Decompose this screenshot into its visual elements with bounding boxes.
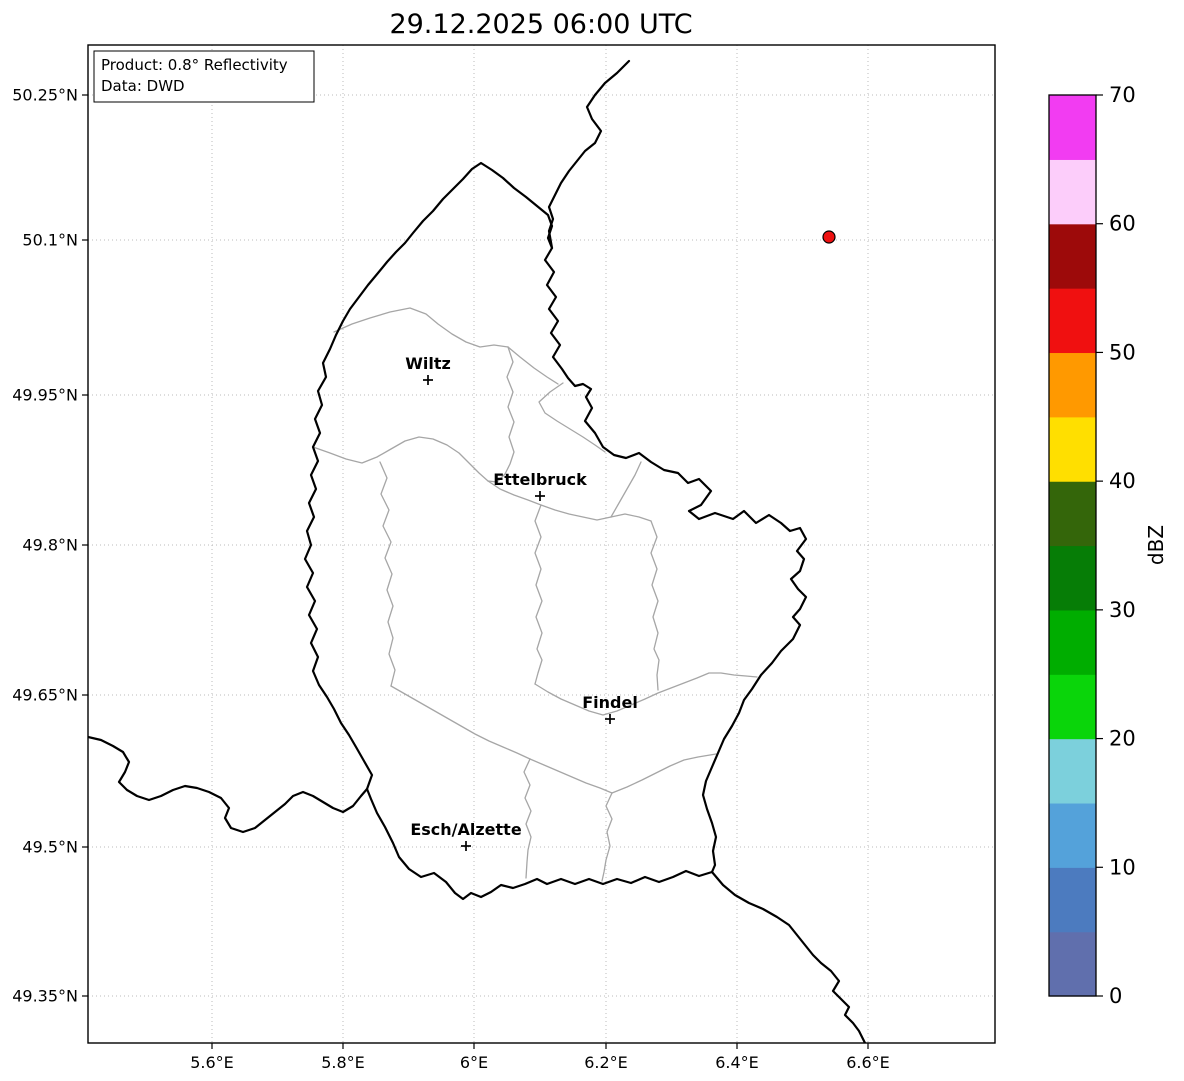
plot-frame bbox=[87, 44, 996, 1044]
district-border bbox=[333, 307, 509, 348]
colorbar-band bbox=[1049, 738, 1096, 804]
info-product-line: Product: 0.8° Reflectivity bbox=[101, 56, 288, 74]
colorbar-tick-label: 50 bbox=[1109, 340, 1136, 364]
y-tick-label: 49.35°N bbox=[12, 987, 78, 1006]
city-label: Esch/Alzette bbox=[410, 820, 522, 839]
colorbar-tick-label: 0 bbox=[1109, 984, 1122, 1008]
city-label: Findel bbox=[582, 693, 638, 712]
axis-layer: 5.6°E 5.8°E 6°E 6.2°E 6.4°E 6.6°E 50.25°N 50.1°… bbox=[12, 86, 890, 1073]
district-border bbox=[610, 461, 642, 518]
district-borders bbox=[312, 307, 758, 882]
country-borders bbox=[88, 59, 867, 1043]
colorbar-band bbox=[1049, 802, 1096, 868]
y-tick-label: 50.1°N bbox=[22, 231, 78, 250]
colorbar-band bbox=[1049, 416, 1096, 482]
y-tick-label: 50.25°N bbox=[12, 86, 78, 105]
district-border bbox=[534, 672, 758, 716]
colorbar-band bbox=[1049, 674, 1096, 740]
colorbar-axis-label: dBZ bbox=[1144, 525, 1168, 565]
district-border bbox=[379, 461, 396, 687]
x-tick-label: 6.2°E bbox=[584, 1053, 628, 1072]
colorbar-band bbox=[1049, 288, 1096, 354]
colorbar-band bbox=[1049, 545, 1096, 611]
colorbar-tick-label: 10 bbox=[1109, 855, 1136, 879]
district-border bbox=[487, 346, 515, 483]
district-border bbox=[611, 753, 717, 794]
colorbar-band bbox=[1049, 95, 1096, 160]
colorbar-band bbox=[1049, 352, 1096, 418]
map-borders bbox=[88, 59, 867, 1043]
colorbar-tick-label: 30 bbox=[1109, 598, 1136, 622]
district-border bbox=[529, 758, 613, 794]
colorbar-band bbox=[1049, 867, 1096, 933]
luxembourg-border bbox=[303, 161, 808, 901]
colorbar-band bbox=[1049, 609, 1096, 675]
colorbar-tick-label: 20 bbox=[1109, 727, 1136, 751]
colorbar-band bbox=[1049, 931, 1096, 997]
colorbar-frame bbox=[1048, 94, 1097, 997]
y-tick-label: 49.5°N bbox=[22, 838, 78, 857]
colorbar-tick-label: 40 bbox=[1109, 469, 1136, 493]
x-tick-label: 5.6°E bbox=[190, 1053, 234, 1072]
x-tick-label: 6.6°E bbox=[846, 1053, 890, 1072]
district-border bbox=[610, 513, 652, 522]
figure-title: 29.12.2025 06:00 UTC bbox=[389, 9, 692, 40]
district-border bbox=[390, 685, 531, 760]
district-border bbox=[487, 480, 612, 521]
grid-layer bbox=[88, 45, 995, 1043]
district-border bbox=[523, 758, 532, 879]
district-border bbox=[534, 504, 543, 685]
colorbar-tick-label: 60 bbox=[1109, 212, 1136, 236]
district-border bbox=[650, 520, 660, 691]
colorbar-band bbox=[1049, 481, 1096, 547]
radar-echo-point bbox=[822, 230, 836, 244]
district-border bbox=[507, 346, 559, 385]
colorbar-band bbox=[1049, 159, 1096, 225]
city-label: Wiltz bbox=[405, 354, 451, 373]
y-tick-label: 49.65°N bbox=[12, 686, 78, 705]
colorbar-tick-label: 70 bbox=[1109, 83, 1136, 107]
x-tick-label: 5.8°E bbox=[321, 1053, 365, 1072]
colorbar-band bbox=[1049, 223, 1096, 289]
colorbar: 0 10 20 30 40 50 60 70 bbox=[1048, 83, 1136, 1008]
y-tick-label: 49.95°N bbox=[12, 386, 78, 405]
info-source-line: Data: DWD bbox=[101, 77, 185, 95]
info-box-frame bbox=[93, 50, 315, 103]
x-tick-label: 6°E bbox=[460, 1053, 488, 1072]
x-tick-label: 6.4°E bbox=[715, 1053, 759, 1072]
info-box: Product: 0.8° Reflectivity Data: DWD bbox=[93, 50, 315, 103]
belgium-germany-border bbox=[547, 59, 631, 250]
district-border bbox=[312, 436, 489, 482]
radar-point-layer bbox=[822, 230, 836, 244]
y-tick-label: 49.8°N bbox=[22, 536, 78, 555]
france-belgium-border bbox=[88, 735, 369, 834]
germany-france-border bbox=[710, 870, 867, 1043]
district-border bbox=[601, 792, 613, 882]
city-layer: Wiltz Ettelbruck Findel Esch/Alzette bbox=[405, 354, 638, 851]
city-label: Ettelbruck bbox=[493, 470, 587, 489]
district-border bbox=[538, 382, 606, 453]
